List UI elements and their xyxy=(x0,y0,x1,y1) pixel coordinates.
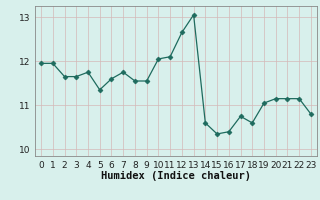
X-axis label: Humidex (Indice chaleur): Humidex (Indice chaleur) xyxy=(101,171,251,181)
